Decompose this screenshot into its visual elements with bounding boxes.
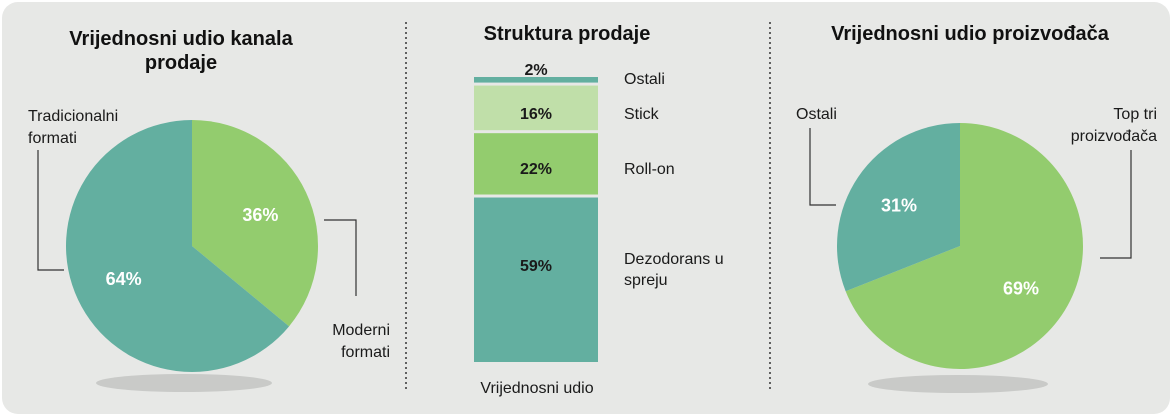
bar-value-roll-on: 22% bbox=[520, 161, 552, 178]
bar-value-ostali: 2% bbox=[524, 62, 547, 79]
pie2-value-top-tri: 69% bbox=[1003, 278, 1039, 298]
chart3-title: Vrijednosni udio proizvođača bbox=[831, 23, 1110, 45]
chart2-title: Struktura prodaje bbox=[484, 23, 651, 45]
pie2-slice-ostali bbox=[837, 123, 960, 292]
pie1-label-moderni-line2: formati bbox=[341, 344, 390, 361]
chart3-shadow bbox=[868, 375, 1048, 393]
bar-label-roll-on: Roll-on bbox=[624, 161, 675, 178]
pie1-label-moderni-line1: Moderni bbox=[332, 322, 390, 339]
pie2-slice-top-tri bbox=[845, 123, 1084, 369]
bar-xlabel: Vrijednosni udio bbox=[480, 380, 593, 397]
chart1-shadow bbox=[96, 374, 272, 392]
bar-value-stick: 16% bbox=[520, 106, 552, 123]
pie1-leader-moderni bbox=[324, 219, 357, 296]
bar-value-dezodorans: 59% bbox=[520, 258, 552, 275]
pie1-slice-tradicionalni bbox=[66, 120, 290, 372]
pie1-leader-tradicionalni bbox=[37, 150, 64, 271]
bar-label-dezodorans-line1: Dezodorans u bbox=[624, 251, 724, 268]
bar-label-stick: Stick bbox=[624, 106, 660, 123]
pie1-value-moderni: 36% bbox=[242, 205, 278, 225]
pie2-label-top-tri-line1: Top tri bbox=[1113, 106, 1157, 123]
pie2-label-top-tri-line2: proizvođača bbox=[1071, 128, 1157, 145]
bar-segment-stick bbox=[474, 85, 598, 131]
bar-segment-ostali bbox=[474, 77, 598, 83]
pie2-leader-top-tri bbox=[1100, 150, 1132, 259]
bar-segment-roll-on bbox=[474, 133, 598, 195]
pie2-value-ostali: 31% bbox=[881, 196, 917, 216]
bar-segment-dezodorans bbox=[474, 197, 598, 362]
chart1-title-line2: prodaje bbox=[145, 52, 217, 74]
pie2-leader-ostali bbox=[809, 128, 836, 206]
pie1-slice-moderni bbox=[192, 120, 318, 327]
pie2-label-ostali: Ostali bbox=[796, 106, 837, 123]
bar-label-ostali: Ostali bbox=[624, 71, 665, 88]
pie1-label-tradicionalni-line2: formati bbox=[28, 130, 77, 147]
pie1-label-tradicionalni-line1: Tradicionalni bbox=[28, 108, 118, 125]
bar-label-dezodorans-line2: spreju bbox=[624, 272, 668, 289]
pie1-value-tradicionalni: 64% bbox=[106, 269, 142, 289]
chart1-title-line1: Vrijednosni udio kanala bbox=[69, 28, 293, 50]
